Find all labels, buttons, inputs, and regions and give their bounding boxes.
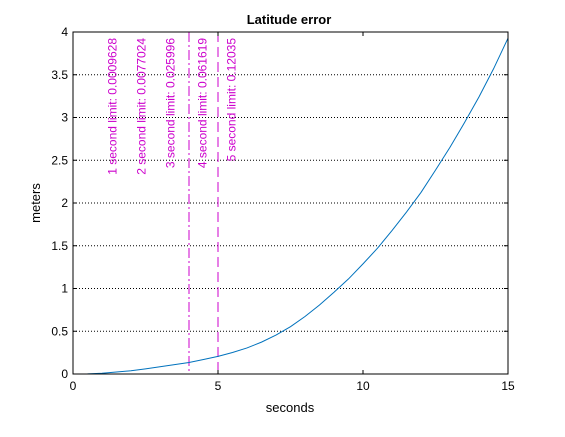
- x-tick-label: 0: [70, 379, 77, 393]
- y-tick-label: 1.5: [51, 239, 68, 253]
- y-tick-label: 2.5: [51, 153, 68, 167]
- limit-lines: [188, 32, 219, 374]
- x-tick-label: 10: [356, 379, 370, 393]
- limit-annotation: 2 second limit: 0.0077024: [135, 38, 149, 175]
- series-line: [87, 37, 509, 375]
- limit-annotation: 3 second limit: 0.025996: [164, 38, 178, 168]
- limit-annotation: 4 second limit: 0.061619: [195, 38, 209, 168]
- y-tick-label: 3: [61, 111, 68, 125]
- x-axis-title: seconds: [266, 400, 315, 415]
- y-tick-label: 2: [61, 196, 68, 210]
- y-tick-label: 3.5: [51, 68, 68, 82]
- limit-annotation: 5 second limit: 0.12035: [224, 38, 238, 162]
- y-tick-label: 0.5: [51, 324, 68, 338]
- limit-annotations: 1 second limit: 0.0009628 2 second limit:…: [106, 38, 239, 175]
- limit-annotation: 1 second limit: 0.0009628: [106, 38, 120, 175]
- y-tick-label: 4: [61, 25, 68, 39]
- series-lines: [87, 37, 509, 375]
- y-axis-title: meters: [28, 183, 43, 223]
- x-tick-label: 5: [215, 379, 222, 393]
- gridlines: [73, 74, 508, 332]
- x-tick-label: 15: [501, 379, 515, 393]
- chart-title: Latitude error: [247, 12, 332, 27]
- axis-ticks: 0 5 10 15 0 0.5 1 1.5 2 2.5 3 3.5 4: [51, 25, 515, 393]
- y-tick-label: 0: [61, 367, 68, 381]
- y-tick-label: 1: [61, 282, 68, 296]
